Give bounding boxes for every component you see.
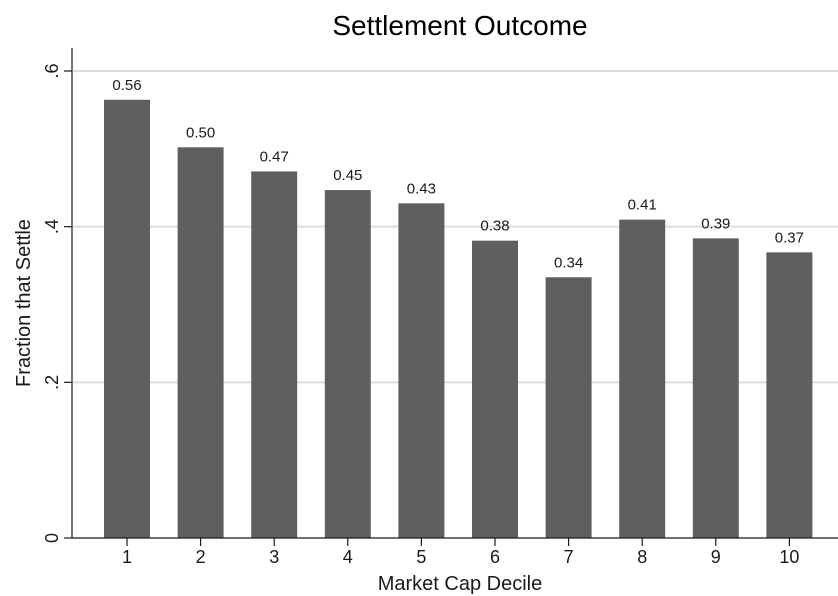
bar-value-label: 0.47 [260, 148, 289, 165]
y-tick-label: 0 [42, 533, 62, 543]
x-tick-label: 2 [196, 547, 206, 567]
bar [545, 277, 592, 538]
x-tick-label: 7 [564, 547, 574, 567]
axes: 0 .2 .4 .6 1 2 3 4 5 6 7 8 9 10 [42, 48, 838, 567]
y-tick-label: .4 [42, 219, 62, 234]
bar [398, 203, 445, 539]
bar-value-label: 0.39 [701, 215, 730, 232]
y-axis-label: Fraction that Settle [13, 219, 35, 387]
bar-value-label: 0.45 [333, 167, 362, 184]
bar [251, 171, 298, 538]
bar-value-label: 0.38 [480, 218, 509, 235]
bar-value-label: 0.56 [112, 77, 141, 94]
bar [472, 240, 518, 538]
bar [324, 190, 371, 538]
data-labels: 0.56 0.50 0.47 0.45 0.43 0.38 0.34 0.41 0.39 0.37 [112, 77, 804, 271]
x-axis-label: Market Cap Decile [378, 573, 543, 595]
bar-value-label: 0.34 [554, 254, 583, 271]
bar [177, 147, 224, 538]
bar [104, 99, 150, 538]
x-tick-label: 3 [269, 547, 279, 567]
y-tick-label: .6 [42, 63, 62, 78]
chart-title: Settlement Outcome [332, 10, 587, 41]
bars [104, 99, 813, 539]
bar-value-label: 0.41 [628, 197, 657, 214]
bar [766, 252, 813, 538]
bar [692, 238, 739, 538]
y-tick-label: .2 [42, 375, 62, 390]
x-tick-label: 4 [343, 547, 353, 567]
bar-value-label: 0.50 [186, 124, 215, 141]
bar-value-label: 0.37 [775, 229, 804, 246]
x-tick-label: 8 [637, 547, 647, 567]
x-tick-label: 10 [779, 547, 799, 567]
bar [619, 219, 666, 538]
x-tick-label: 9 [711, 547, 721, 567]
bar-value-label: 0.43 [407, 180, 436, 197]
x-tick-label: 5 [416, 547, 426, 567]
x-tick-label: 1 [122, 547, 132, 567]
x-tick-label: 6 [490, 547, 500, 567]
